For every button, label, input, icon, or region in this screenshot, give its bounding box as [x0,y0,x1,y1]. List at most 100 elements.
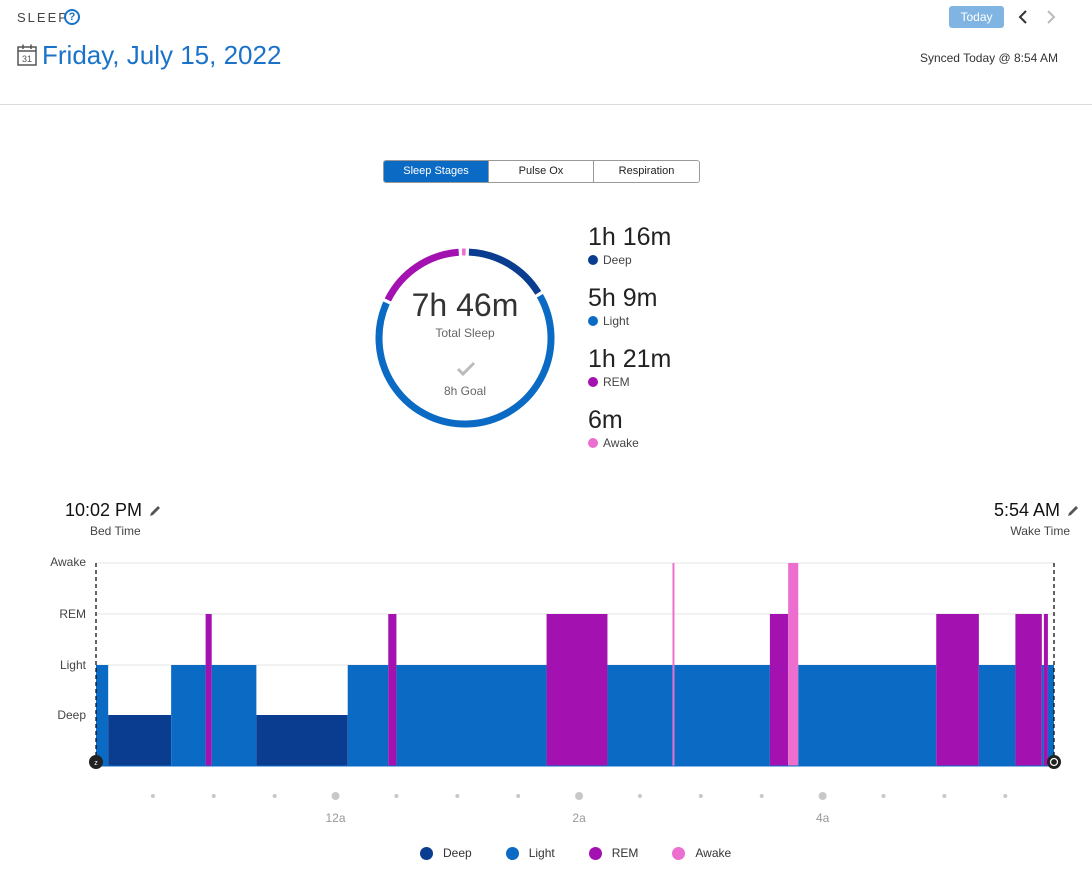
edit-wake-time-pencil-icon[interactable] [1066,504,1080,518]
help-icon[interactable]: ? [64,9,80,25]
legend-item-rem: REM [588,846,639,860]
x-axis-tick [575,792,584,800]
awake-dot-icon [588,438,598,448]
stage-deep: 1h 16m Deep [588,223,671,267]
segment-rem [1043,614,1048,766]
x-axis-tick [637,794,642,798]
light-dot-icon [588,316,598,326]
segment-deep [256,715,348,766]
x-axis-tick [272,794,277,798]
segment-deep [108,715,172,766]
tab-sleep-stages[interactable]: Sleep Stages [384,161,489,182]
stage-awake-label: Awake [603,436,639,450]
segment-awake [788,563,799,766]
stage-rem-label: REM [603,375,630,389]
svg-text:z: z [94,760,98,767]
total-sleep-value: 7h 46m [411,287,519,323]
chart-legend: Deep Light REM Awake [420,846,765,860]
segment-light [674,665,770,766]
segment-light [171,665,206,766]
segment-light [1041,665,1044,766]
sync-status: Synced Today @ 8:54 AM [919,51,1058,65]
segment-light [347,665,389,766]
segment-light [1047,665,1054,766]
segment-rem [1015,614,1042,766]
y-label-awake: Awake [50,555,86,569]
stage-deep-value: 1h 16m [588,223,672,251]
segment-light [978,665,1016,766]
bed-time-label: Bed Time [90,524,141,538]
checkmark-icon [456,361,476,377]
total-sleep-label: Total Sleep [435,326,495,340]
y-label-rem: REM [59,607,86,621]
donut-arc-light [375,294,555,428]
view-tabs: Sleep Stages Pulse Ox Respiration [383,160,700,183]
x-axis-tick [1003,794,1008,798]
legend-light-label: Light [528,846,555,860]
x-axis-tick [942,794,947,798]
segment-light [798,665,937,766]
tab-respiration[interactable]: Respiration [594,161,699,182]
bed-time-value: 10:02 PM [65,500,143,520]
y-label-light: Light [60,658,87,672]
calendar-day: 31 [22,54,32,64]
segment-awake [672,563,675,766]
rem-legend-dot-icon [588,846,602,860]
sleep-donut [375,248,555,428]
stage-light-label: Light [603,314,630,328]
light-legend-dot-icon [505,846,519,860]
x-axis-tick [211,794,216,798]
x-axis-tick [516,794,521,798]
today-button[interactable]: Today [949,6,1004,28]
legend-rem-label: REM [611,846,639,860]
y-label-deep: Deep [57,708,86,722]
x-label-4a: 4a [816,811,830,825]
donut-arc-rem [384,248,460,302]
segment-light [607,665,673,766]
x-axis-tick [698,794,703,798]
segment-rem [936,614,979,766]
sleep-stages-chart: Deep Light REM Awake 12a 2a 4a z [50,555,1061,825]
stage-rem: 1h 21m REM [588,345,671,389]
stage-rem-value: 1h 21m [588,345,672,373]
page-title: Friday, July 15, 2022 [42,40,282,70]
legend-deep-label: Deep [443,846,472,860]
awake-legend-dot-icon [672,846,686,860]
chevron-right-icon[interactable] [1042,6,1060,28]
tab-pulse-ox[interactable]: Pulse Ox [489,161,594,182]
stage-light: 5h 9m Light [588,284,657,328]
wake-alarm-icon [1047,755,1061,769]
donut-arc-deep [468,248,542,295]
stage-light-value: 5h 9m [588,284,658,312]
chevron-left-icon[interactable] [1014,6,1032,28]
segment-rem [388,614,397,766]
x-label-12a: 12a [326,811,346,825]
x-axis-tick [455,794,460,798]
wake-time-value: 5:54 AM [993,500,1060,520]
stage-awake: 6m Awake [588,406,639,450]
x-axis-tick [394,794,399,798]
segment-rem [546,614,608,766]
segment-light [396,665,547,766]
stage-awake-value: 6m [588,406,623,434]
x-axis-tick [881,794,886,798]
x-label-2a: 2a [572,811,586,825]
x-axis-tick [759,794,764,798]
rem-dot-icon [588,377,598,387]
legend-item-light: Light [505,846,555,860]
wake-time-label: Wake Time [1010,524,1070,538]
deep-legend-dot-icon [420,846,433,860]
deep-dot-icon [588,255,598,265]
legend-item-awake: Awake [672,846,731,860]
edit-bed-time-pencil-icon[interactable] [148,504,162,518]
legend-awake-label: Awake [695,846,732,860]
section-label: SLEEP [17,10,69,25]
x-axis-tick [150,794,155,798]
x-axis-tick [331,792,340,800]
segment-rem [205,614,212,766]
calendar-icon: 31 [17,44,37,66]
sleep-start-zz-icon: z [89,755,103,769]
segment-light [96,665,109,766]
sleep-goal-label: 8h Goal [443,384,487,398]
header-divider [0,104,1092,105]
